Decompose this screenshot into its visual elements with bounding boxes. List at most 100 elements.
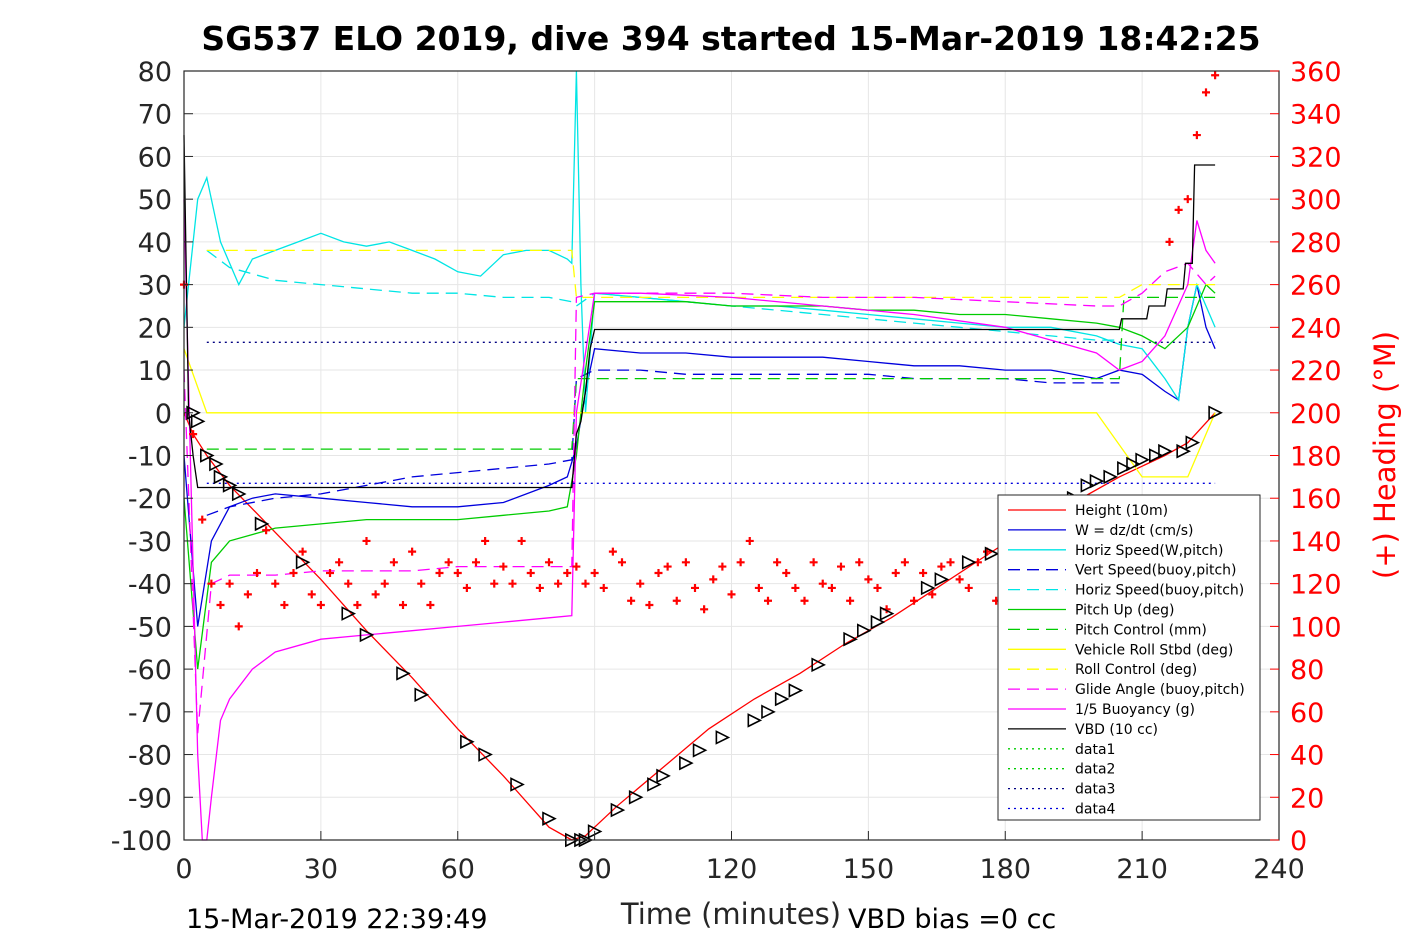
- y-tick-label: 10: [138, 356, 172, 387]
- series-line: [206, 249, 1216, 299]
- heading-marker: [645, 601, 654, 610]
- heading-marker: [800, 596, 809, 605]
- y-tick-label: 70: [138, 100, 172, 131]
- heading-marker: [955, 575, 964, 584]
- right-tick-label: 240: [1290, 313, 1342, 344]
- heading-marker: [243, 590, 252, 599]
- right-tick-label: 320: [1290, 142, 1342, 173]
- heading-marker: [253, 568, 261, 577]
- legend-label: Pitch Control (mm): [1075, 622, 1207, 638]
- heading-marker: [444, 558, 453, 567]
- heading-marker: [517, 536, 526, 545]
- legend-label: Vehicle Roll Stbd (deg): [1075, 642, 1233, 658]
- heading-marker: [572, 562, 581, 571]
- right-axis-label: (+) Heading (°M): [1368, 331, 1402, 579]
- x-axis-label: Time (minutes): [620, 897, 841, 931]
- heading-marker: [554, 579, 563, 588]
- triangle-marker: [478, 747, 493, 762]
- heading-marker: [608, 547, 617, 556]
- y-tick-label: -70: [128, 698, 172, 729]
- right-tick-label: 220: [1290, 356, 1342, 387]
- heading-marker: [234, 622, 243, 631]
- triangle-marker: [341, 606, 357, 621]
- heading-marker: [910, 596, 918, 605]
- y-tick-label: -50: [128, 612, 172, 643]
- heading-marker: [1174, 205, 1183, 214]
- right-tick-label: 100: [1290, 612, 1342, 643]
- heading-marker: [399, 601, 407, 610]
- heading-marker: [380, 579, 389, 588]
- legend-label: Horiz Speed(buoy,pitch): [1075, 583, 1244, 599]
- triangle-marker: [1176, 443, 1191, 459]
- legend-label: VBD (10 cc): [1075, 722, 1158, 738]
- y-tick-label: 80: [138, 57, 172, 88]
- heading-marker: [773, 558, 782, 567]
- triangle-marker: [1185, 435, 1201, 450]
- y-tick-label: 0: [155, 399, 172, 430]
- triangle-marker: [1080, 478, 1096, 493]
- heading-marker: [435, 568, 444, 577]
- heading-marker: [499, 562, 508, 571]
- triangle-marker: [857, 623, 872, 638]
- legend-label: Glide Angle (buoy,pitch): [1075, 682, 1245, 698]
- triangle-marker: [647, 777, 662, 792]
- heading-marker: [490, 579, 499, 588]
- heading-marker: [216, 601, 225, 610]
- y-tick-label: -30: [128, 527, 172, 558]
- heading-marker: [289, 568, 298, 577]
- y-tick-label: -10: [128, 442, 172, 473]
- legend-label: data3: [1075, 782, 1115, 798]
- triangle-marker: [610, 802, 626, 818]
- heading-marker: [362, 536, 371, 545]
- heading-marker: [681, 558, 690, 567]
- x-tick-label: 240: [1253, 854, 1305, 885]
- series-line: [183, 284, 1216, 627]
- heading-marker: [891, 568, 900, 577]
- heading-marker: [654, 568, 663, 577]
- heading-marker: [827, 583, 836, 592]
- triangle-marker: [222, 478, 238, 493]
- triangle-marker: [984, 546, 1000, 562]
- series-line: [183, 135, 1216, 489]
- triangle-marker: [1117, 461, 1132, 476]
- triangle-marker: [811, 657, 826, 673]
- heading-marker: [462, 583, 471, 592]
- triangle-marker: [920, 580, 936, 596]
- x-tick-label: 90: [577, 854, 611, 885]
- y-tick-label: -80: [128, 741, 172, 772]
- legend-label: Roll Control (deg): [1075, 662, 1197, 678]
- triangle-marker: [1089, 473, 1105, 489]
- heading-marker: [472, 558, 480, 567]
- triangle-marker: [1149, 448, 1164, 463]
- right-tick-label: 260: [1290, 271, 1342, 302]
- heading-marker: [636, 579, 645, 588]
- triangle-marker: [879, 606, 895, 621]
- chart-title: SG537 ELO 2019, dive 394 started 15-Mar-…: [201, 19, 1260, 58]
- triangle-marker: [200, 448, 215, 463]
- series-line: [206, 296, 1216, 450]
- heading-marker: [389, 558, 398, 567]
- y-tick-label: -100: [111, 826, 172, 857]
- triangle-marker: [1103, 469, 1118, 485]
- series-line: [183, 199, 1216, 841]
- x-tick-label: 30: [304, 854, 338, 885]
- series-line: [183, 70, 1216, 413]
- heading-marker: [809, 558, 818, 567]
- heading-marker: [417, 579, 426, 588]
- heading-marker: [298, 547, 307, 556]
- heading-marker: [791, 583, 800, 592]
- legend-label: Pitch Up (deg): [1075, 603, 1174, 619]
- heading-marker: [727, 590, 736, 599]
- right-tick-label: 180: [1290, 442, 1342, 473]
- heading-marker: [736, 558, 745, 567]
- y-tick-label: 20: [138, 313, 172, 344]
- heading-marker: [590, 568, 599, 577]
- heading-marker: [1211, 71, 1220, 80]
- legend-label: 1/5 Buoyancy (g): [1075, 702, 1195, 718]
- legend-label: Horiz Speed(W,pitch): [1075, 543, 1223, 559]
- y-tick-label: 40: [138, 228, 172, 259]
- heading-marker: [280, 601, 289, 610]
- heading-marker: [745, 536, 754, 545]
- heading-marker: [846, 596, 855, 605]
- legend: Height (10m) W = dz/dt (cm/s) Horiz Speed(…: [997, 494, 1261, 821]
